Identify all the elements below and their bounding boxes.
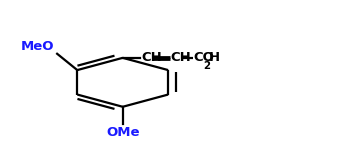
Text: 2: 2	[204, 61, 211, 71]
Text: H: H	[209, 51, 220, 64]
Text: CH: CH	[141, 51, 162, 64]
Text: MeO: MeO	[20, 40, 54, 53]
Text: CH: CH	[171, 51, 191, 64]
Text: CO: CO	[193, 51, 214, 64]
Text: OMe: OMe	[106, 126, 139, 139]
